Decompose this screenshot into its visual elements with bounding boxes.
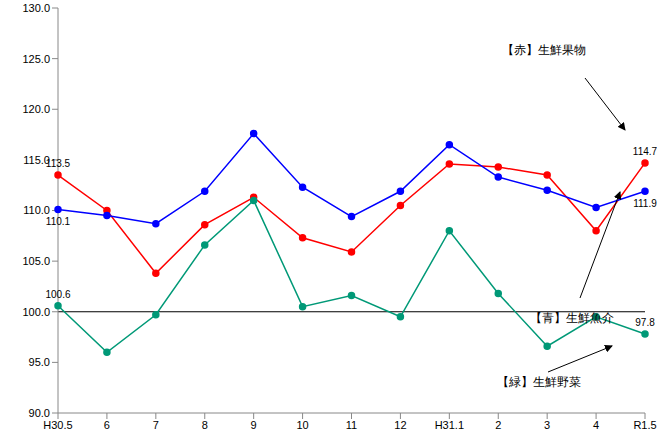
svg-text:H31.1: H31.1: [435, 419, 464, 431]
svg-text:125.0: 125.0: [22, 53, 50, 65]
svg-text:105.0: 105.0: [22, 255, 50, 267]
svg-text:110.0: 110.0: [23, 204, 50, 216]
svg-text:97.8: 97.8: [635, 317, 655, 328]
svg-text:111.9: 111.9: [633, 198, 657, 209]
svg-text:2: 2: [495, 419, 501, 431]
svg-text:10: 10: [296, 419, 308, 431]
svg-text:【赤】生鮮果物: 【赤】生鮮果物: [502, 43, 586, 57]
svg-text:110.1: 110.1: [46, 216, 71, 227]
svg-text:100.6: 100.6: [45, 289, 70, 300]
svg-text:130.0: 130.0: [22, 2, 50, 14]
svg-text:11: 11: [346, 419, 357, 431]
svg-text:120.0: 120.0: [22, 103, 50, 115]
svg-text:【青】生鮮魚介: 【青】生鮮魚介: [530, 311, 614, 325]
svg-text:8: 8: [202, 419, 208, 431]
svg-text:7: 7: [153, 419, 159, 431]
svg-text:【緑】生鮮野菜: 【緑】生鮮野菜: [497, 375, 581, 389]
svg-text:100.0: 100.0: [22, 306, 50, 318]
svg-text:12: 12: [394, 419, 406, 431]
svg-text:R1.5: R1.5: [633, 419, 656, 431]
svg-text:6: 6: [104, 419, 110, 431]
svg-text:3: 3: [544, 419, 550, 431]
svg-text:9: 9: [251, 419, 257, 431]
svg-text:90.0: 90.0: [29, 407, 50, 419]
svg-text:114.7: 114.7: [633, 146, 657, 157]
svg-text:115.0: 115.0: [23, 153, 50, 166]
svg-text:113.5: 113.5: [46, 158, 71, 169]
svg-text:H30.5: H30.5: [43, 419, 72, 431]
svg-text:4: 4: [593, 419, 599, 431]
svg-text:95.0: 95.0: [29, 356, 50, 368]
